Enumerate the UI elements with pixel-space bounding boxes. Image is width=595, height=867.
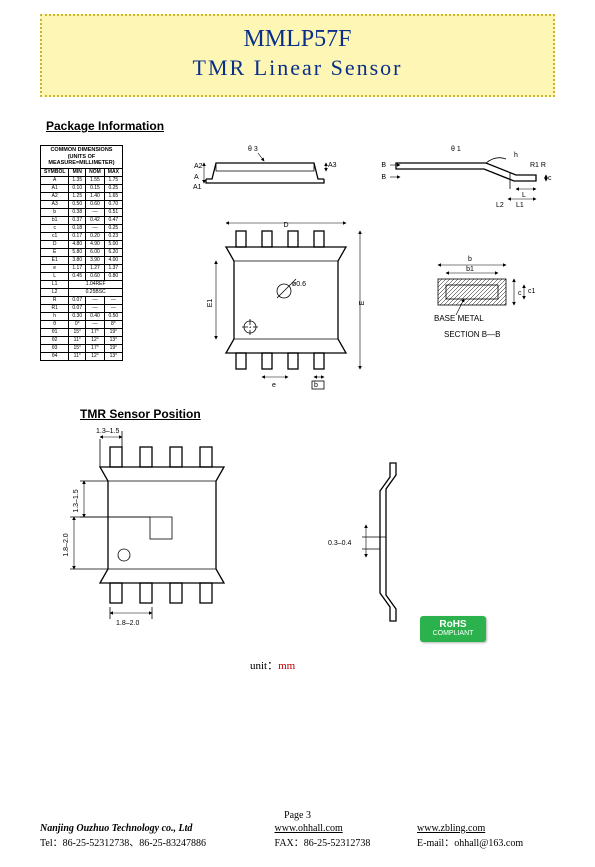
label-R1R: R1 R <box>530 162 546 169</box>
label-phi: ø0.6 <box>292 281 306 288</box>
label-base-metal: BASE METAL <box>434 314 484 323</box>
title-box: MMLP57F TMR Linear Sensor <box>40 14 555 97</box>
fax: FAX：86-25-52312738 <box>275 834 415 849</box>
email: E-mail：ohhall@163.com <box>417 834 537 849</box>
footer: Page 3 Nanjing Ouzhuo Technology co., Lt… <box>40 810 555 849</box>
table-row: L20.25BSC <box>41 288 123 296</box>
label-theta3: θ 3 <box>248 146 258 153</box>
table-row: L0.450.600.80 <box>41 272 123 280</box>
label-sec-c1: c1 <box>528 288 536 295</box>
svg-text:B: B <box>381 174 386 181</box>
page-number: Page 3 <box>40 810 555 821</box>
table-row: A1.351.551.75 <box>41 176 123 184</box>
product-code: MMLP57F <box>42 26 553 53</box>
product-name: TMR Linear Sensor <box>42 55 553 81</box>
section-tmr-position: TMR Sensor Position <box>80 407 555 421</box>
label-dim-v2: 1.8–2.0 <box>63 533 70 556</box>
table-row: θ211°12°13° <box>41 336 123 344</box>
tmr-area: 1.3–1.5 1.3–1.5 1.8–2.0 1.8–2.0 <box>40 431 555 691</box>
package-area: COMMON DIMENSIONS(UNITS OF MEASURE=MILLI… <box>40 141 555 401</box>
package-drawings: θ 3 A2 A A1 A3 θ 1 h B B <box>186 141 556 401</box>
label-dim-h2: 1.8–2.0 <box>116 620 139 627</box>
label-L2: L2 <box>496 202 504 209</box>
label-E1: E1 <box>207 299 214 308</box>
web2: www.zbling.com <box>417 823 485 834</box>
dimensions-table: COMMON DIMENSIONS(UNITS OF MEASURE=MILLI… <box>40 145 123 361</box>
table-row: c10.170.200.23 <box>41 232 123 240</box>
label-dim-v1: 1.3–1.5 <box>73 489 80 512</box>
table-caption: COMMON DIMENSIONS(UNITS OF MEASURE=MILLI… <box>40 145 123 168</box>
table-row: c0.18—0.25 <box>41 224 123 232</box>
label-h: h <box>514 152 518 159</box>
section-package-info: Package Information <box>46 119 555 133</box>
page: MMLP57F TMR Linear Sensor Package Inform… <box>0 0 595 867</box>
label-A2: A2 <box>194 163 203 170</box>
table-row: L11.04REF <box>41 280 123 288</box>
table-row: A30.500.600.70 <box>41 200 123 208</box>
label-section-bb: SECTION B—B <box>444 330 500 339</box>
rohs-title: RoHS <box>420 619 486 630</box>
tel: Tel：86-25-52312738、86-25-83247886 <box>40 834 272 849</box>
table-row: b10.370.420.47 <box>41 216 123 224</box>
label-sec-b1: b1 <box>466 266 474 273</box>
label-A1: A1 <box>193 184 202 191</box>
label-dim-h1: 1.3–1.5 <box>96 428 119 435</box>
unit-label: unit：mm <box>250 657 295 673</box>
table-row: E5.806.006.20 <box>41 248 123 256</box>
table-row: A21.251.401.65 <box>41 192 123 200</box>
table-row: h0.300.400.50 <box>41 312 123 320</box>
label-L1: L1 <box>516 202 524 209</box>
table-row: θ0°—8° <box>41 320 123 328</box>
company-name: Nanjing Ouzhuo Technology co., Ltd <box>40 823 272 834</box>
label-e: e <box>272 382 276 389</box>
web1: www.ohhall.com <box>275 823 343 834</box>
table-row: R0.07—— <box>41 296 123 304</box>
label-b: b <box>314 382 318 389</box>
rohs-badge: RoHS COMPLIANT <box>420 616 486 642</box>
table-row: b0.38—0.51 <box>41 208 123 216</box>
label-sec-b: b <box>468 256 472 263</box>
label-c-lead: c <box>548 175 552 182</box>
unit-text: unit： <box>250 660 278 672</box>
table-header-row: SYMBOLMINNOMMAX <box>41 168 123 176</box>
table-row: A10.100.150.25 <box>41 184 123 192</box>
table-row: D4.804.905.00 <box>41 240 123 248</box>
table-row: θ411°12°13° <box>41 352 123 360</box>
label-A3: A3 <box>328 162 337 169</box>
label-side-dim: 0.3–0.4 <box>328 540 351 547</box>
label-L: L <box>522 192 526 199</box>
table-row: θ315°17°19° <box>41 344 123 352</box>
rohs-sub: COMPLIANT <box>420 630 486 637</box>
label-sec-c: c <box>518 290 522 297</box>
label-theta1: θ 1 <box>451 146 461 153</box>
table-row: E13.803.904.00 <box>41 256 123 264</box>
table-row: e1.171.271.37 <box>41 264 123 272</box>
table-row: θ115°17°19° <box>41 328 123 336</box>
table-row: R10.07—— <box>41 304 123 312</box>
svg-text:B: B <box>381 162 386 169</box>
unit-mm: mm <box>278 660 295 672</box>
label-E: E <box>359 300 366 305</box>
label-A: A <box>194 174 199 181</box>
